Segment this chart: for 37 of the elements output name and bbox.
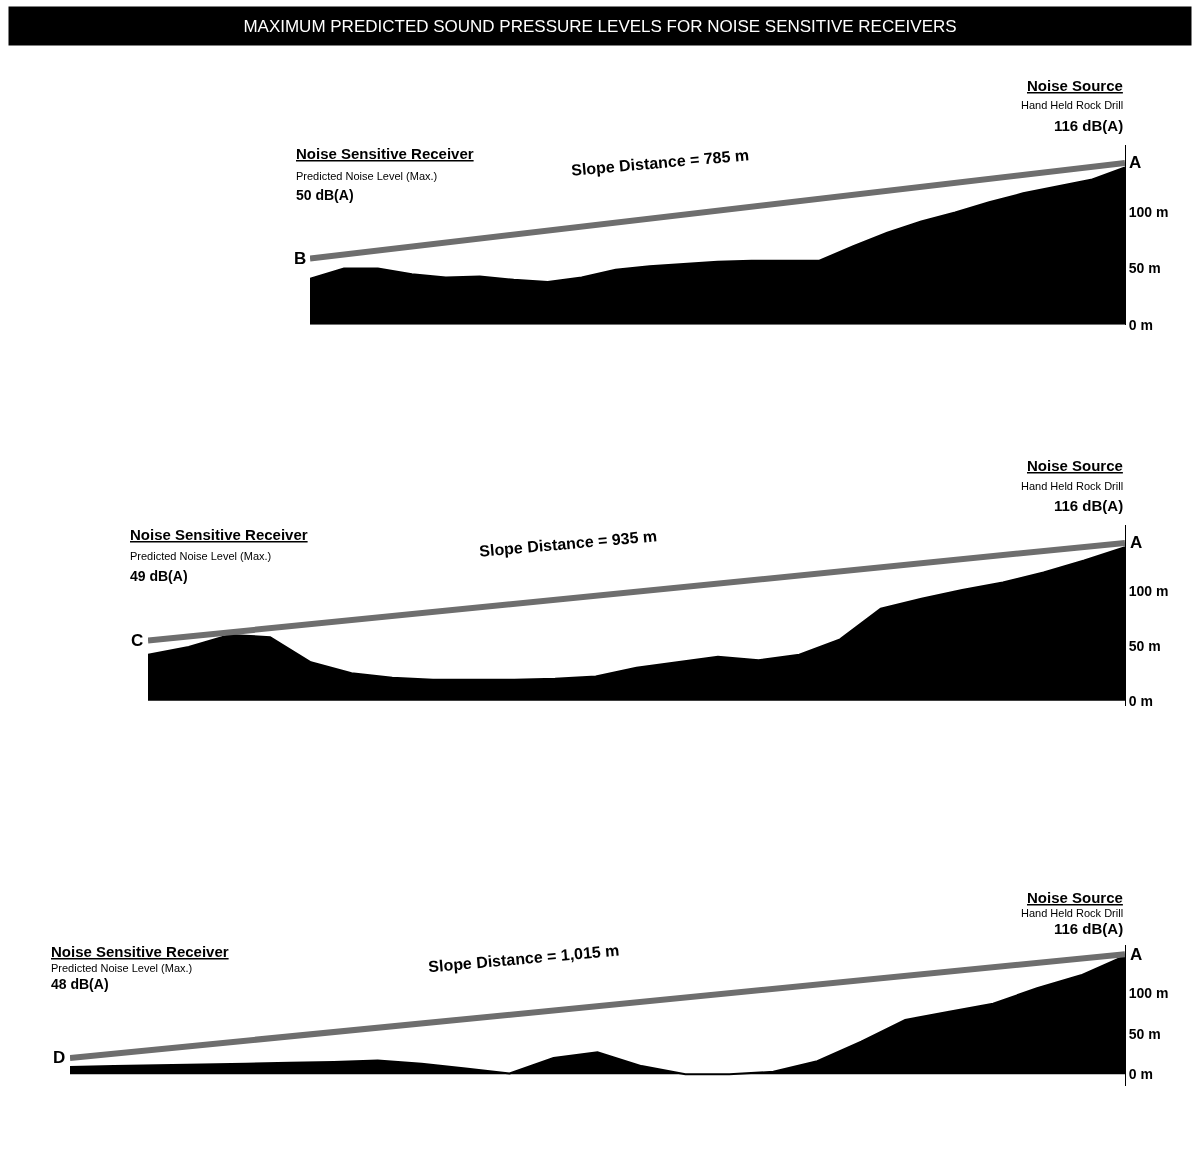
annotation: Predicted Noise Level (Max.) (296, 170, 438, 182)
annotation: Noise Sensitive Receiver (296, 145, 474, 162)
annotation: A (1129, 153, 1142, 172)
y-tick-label: 0 m (1128, 316, 1153, 333)
annotation: 50 dB(A) (296, 187, 354, 203)
annotation: Predicted Noise Level (Max.) (51, 962, 193, 974)
y-tick-label: 0 m (1128, 692, 1153, 709)
chart-title: MAXIMUM PREDICTED SOUND PRESSURE LEVELS FOR NOISE SENSITIVE RECEIVERS (243, 16, 957, 36)
annotation: Noise Sensitive Receiver (130, 526, 308, 543)
y-tick-label: 0 m (1128, 1066, 1153, 1083)
annotation: Slope Distance = 785 m (570, 146, 750, 179)
y-tick-label: 100 m (1128, 583, 1169, 600)
annotation: 48 dB(A) (51, 976, 109, 992)
y-tick-label: 50 m (1128, 637, 1161, 654)
annotation: A (1130, 945, 1143, 964)
annotation: Slope Distance = 935 m (478, 527, 658, 560)
y-tick-label: 100 m (1128, 985, 1169, 1002)
annotation: A (1130, 533, 1143, 552)
annotation: D (53, 1048, 66, 1067)
annotation: Slope Distance = 1,015 m (427, 941, 621, 976)
y-tick-label: 50 m (1128, 1025, 1161, 1042)
text: Noise Source (1027, 77, 1123, 94)
annotation: C (131, 631, 144, 650)
text: Noise Source (1027, 457, 1123, 474)
y-tick-label: 100 m (1128, 204, 1169, 221)
text: 116 dB(A) (1054, 497, 1124, 514)
annotation: 49 dB(A) (130, 568, 188, 584)
text: 116 dB(A) (1054, 920, 1124, 937)
text: Noise Source (1027, 889, 1123, 906)
annotation: B (294, 249, 307, 268)
text: Hand Held Rock Drill (1021, 99, 1124, 111)
y-tick-label: 50 m (1128, 260, 1161, 277)
text: Hand Held Rock Drill (1021, 907, 1124, 919)
annotation: Noise Sensitive Receiver (51, 943, 229, 960)
annotation: Predicted Noise Level (Max.) (130, 550, 272, 562)
text: Hand Held Rock Drill (1021, 480, 1124, 492)
text: 116 dB(A) (1054, 117, 1124, 134)
